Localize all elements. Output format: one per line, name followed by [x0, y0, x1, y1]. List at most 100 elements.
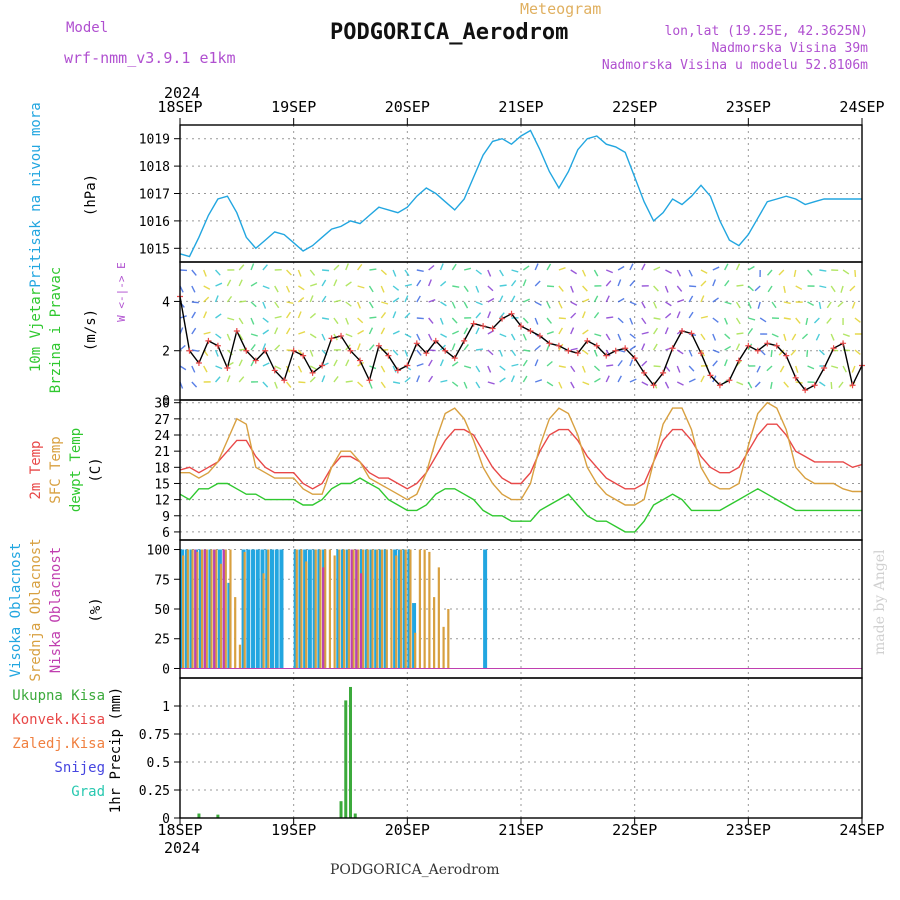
- wind-barb: [297, 311, 302, 319]
- wind-barb: [428, 317, 434, 324]
- wind-barb: [854, 269, 857, 278]
- wind-barb: [274, 301, 280, 309]
- wind-barb: [333, 375, 339, 383]
- wind-barb: [534, 263, 539, 271]
- cloud-bar-high: [307, 549, 312, 669]
- wind-barb: [487, 311, 492, 319]
- wind-barb: [487, 365, 492, 373]
- wind-gust-marker: [584, 337, 591, 344]
- wind-barb: [250, 344, 256, 351]
- wind-barb: [463, 343, 469, 351]
- wind-gust-marker: [660, 369, 667, 376]
- wind-barb: [641, 331, 649, 335]
- wind-barb: [629, 317, 634, 325]
- x-day-label-bottom: 21SEP: [498, 821, 543, 839]
- wind-gust-marker: [338, 332, 345, 339]
- wind-barb: [629, 333, 636, 339]
- cloud-bar-mid: [229, 549, 232, 669]
- y-tick-label: 1019: [139, 133, 170, 148]
- wind-barb: [747, 301, 752, 309]
- wind-barb: [321, 333, 326, 341]
- wind-barb: [783, 317, 791, 320]
- wind-gust-marker: [593, 342, 600, 349]
- wind-barb: [499, 312, 505, 319]
- wind-barb: [570, 347, 578, 351]
- wind-barb: [298, 285, 305, 291]
- wind-barb: [582, 329, 589, 335]
- wind-barb: [629, 345, 637, 351]
- wind-barb: [227, 317, 235, 321]
- wind-barb: [215, 282, 223, 287]
- x-day-label-top: 18SEP: [157, 98, 202, 116]
- wind-barb: [392, 285, 400, 291]
- wind-barb: [641, 343, 646, 351]
- x-day-label-top: 21SEP: [498, 98, 543, 116]
- wind-barb: [226, 333, 231, 341]
- wind-barb: [392, 269, 397, 277]
- wind-barb: [806, 349, 809, 358]
- wind-barb: [439, 359, 444, 367]
- wind-barb: [369, 268, 377, 271]
- wind-barb: [754, 381, 761, 388]
- wind-barb: [309, 365, 317, 370]
- wind-barb: [368, 301, 374, 309]
- wind-barb: [191, 311, 197, 319]
- wind-gust-marker: [726, 377, 733, 384]
- wind-barb: [688, 378, 696, 383]
- wind-gust-marker: [555, 342, 562, 349]
- wind-barb: [179, 344, 186, 351]
- wind-barb: [793, 269, 797, 278]
- x-day-label-bottom: 23SEP: [726, 821, 771, 839]
- wind-barb: [593, 311, 600, 319]
- cloud-bar-mid: [219, 563, 223, 669]
- wind-barb: [510, 349, 517, 357]
- cloud-bar-mid: [357, 549, 360, 669]
- wind-barb: [558, 381, 563, 389]
- wind-barb: [238, 359, 243, 367]
- wind-gust-marker: [622, 345, 629, 352]
- wind-barb: [262, 285, 270, 290]
- wind-barb: [368, 327, 374, 335]
- wind-gust-marker: [309, 369, 316, 376]
- wind-barb: [215, 269, 221, 276]
- wind-barb: [676, 269, 682, 277]
- wind-gust-marker: [385, 352, 392, 359]
- cloud-high-title: Visoka Oblacnost: [8, 543, 24, 678]
- y-tick-label: 1: [162, 700, 170, 715]
- wind-barb: [191, 381, 198, 388]
- wind-barb: [700, 315, 708, 319]
- wind-barb: [766, 269, 773, 276]
- wind-barb: [582, 349, 589, 355]
- wind-barb: [439, 263, 444, 271]
- wind-barb: [333, 264, 340, 271]
- wind-barb: [736, 332, 744, 335]
- wind-barb: [404, 283, 412, 287]
- y-tick-label: 0.5: [147, 756, 170, 771]
- wind-barb: [440, 379, 448, 383]
- wind-gust-marker: [413, 340, 420, 347]
- wind-barb: [451, 301, 456, 309]
- wind-barb: [345, 317, 350, 325]
- wind-gust-marker: [271, 367, 278, 374]
- x-day-label-top: 22SEP: [612, 98, 657, 116]
- wind-barb: [546, 331, 554, 335]
- cloud-bar-mid: [333, 555, 336, 669]
- wind-barb: [428, 359, 433, 367]
- y-tick-label: 0.75: [139, 728, 170, 743]
- wind-gust-marker: [754, 347, 761, 354]
- wind-barb: [712, 279, 717, 287]
- wind-barb: [617, 359, 623, 367]
- wind-barb: [747, 327, 754, 335]
- meteogram-subtitle: Meteogram: [520, 0, 602, 18]
- wind-barb: [215, 313, 222, 319]
- wind-gust-marker: [849, 382, 856, 389]
- wind-gust-marker: [366, 377, 373, 384]
- wind-barb: [440, 333, 448, 338]
- y-tick-label: 0: [162, 812, 170, 827]
- y-tick-label: 25: [154, 633, 170, 648]
- wind-barb: [534, 301, 542, 306]
- wind-barb: [664, 327, 669, 335]
- wind-barb: [416, 375, 421, 383]
- cloud-bar-mid: [409, 549, 412, 669]
- wind-barb: [849, 285, 856, 292]
